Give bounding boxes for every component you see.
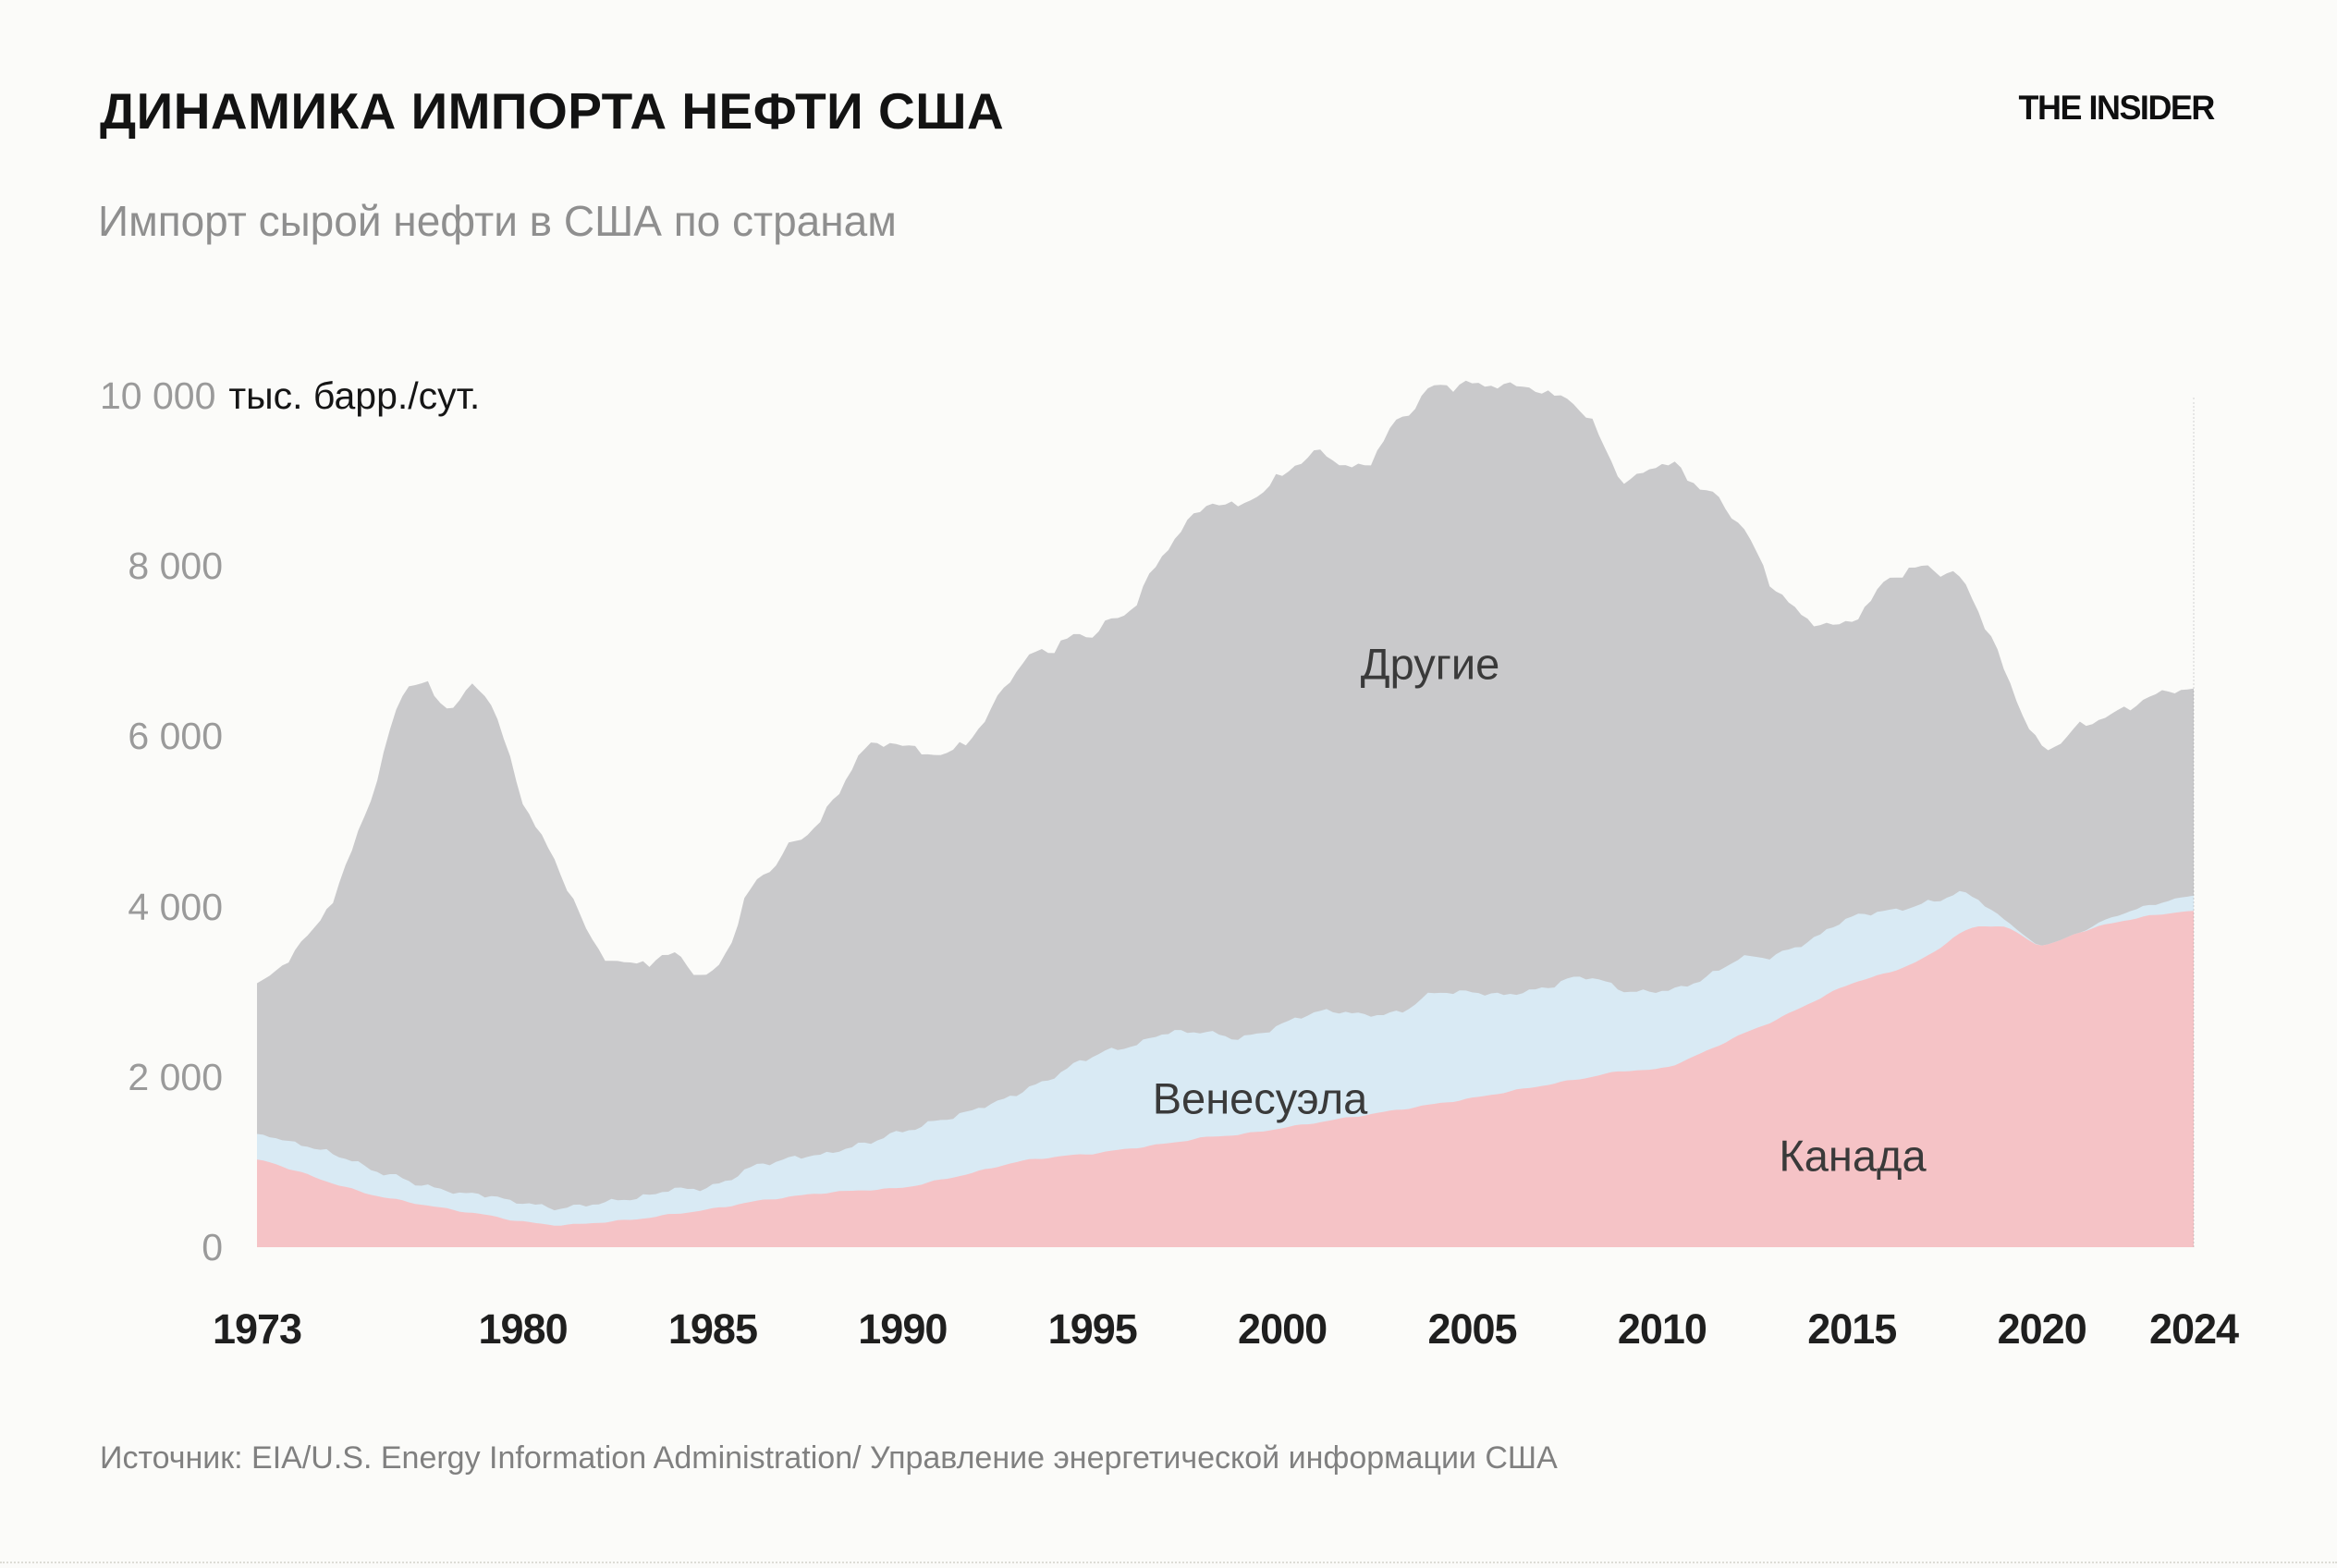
- y-tick-8000: 8 000: [128, 545, 223, 588]
- x-tick-2024: 2024: [2148, 1305, 2239, 1353]
- x-tick-2020: 2020: [1997, 1305, 2087, 1353]
- x-tick-2010: 2010: [1617, 1305, 1707, 1353]
- area-canada: [257, 911, 2194, 1247]
- x-tick-1973: 1973: [212, 1305, 302, 1353]
- bottom-edge-artifact: [0, 1562, 2337, 1563]
- y-tick-6000: 6 000: [128, 715, 223, 758]
- area-label-others: Другие: [1360, 639, 1500, 689]
- y-tick-4000: 4 000: [128, 885, 223, 928]
- x-tick-2015: 2015: [1807, 1305, 1897, 1353]
- x-tick-2005: 2005: [1427, 1305, 1517, 1353]
- x-tick-1980: 1980: [478, 1305, 568, 1353]
- y-axis-unit-label: тыс. барр./сут.: [228, 374, 481, 417]
- y-tick-0: 0: [202, 1226, 223, 1268]
- area-label-venezuela: Венесуэла: [1152, 1073, 1368, 1123]
- x-tick-1985: 1985: [667, 1305, 758, 1353]
- source-attribution: Источник: EIA/U.S. Energy Information Ad…: [100, 1440, 1558, 1476]
- x-tick-1990: 1990: [858, 1305, 948, 1353]
- chart-subtitle: Импорт сырой нефти в США по странам: [98, 197, 897, 245]
- plot-right-edge-guide: [2193, 398, 2195, 1247]
- stacked-area-chart: [257, 380, 2194, 1247]
- y-tick-2000: 2 000: [128, 1055, 223, 1098]
- y-axis-unit-row: 10 000 тыс. барр./сут.: [100, 374, 480, 418]
- x-tick-1995: 1995: [1047, 1305, 1138, 1353]
- y-axis-top-tick: 10 000: [100, 374, 216, 417]
- the-insider-logo: THE INSIDER: [2018, 89, 2216, 127]
- area-label-canada: Канада: [1779, 1131, 1927, 1181]
- page-title: ДИНАМИКА ИМПОРТА НЕФТИ США: [100, 82, 1005, 140]
- x-tick-2000: 2000: [1238, 1305, 1328, 1353]
